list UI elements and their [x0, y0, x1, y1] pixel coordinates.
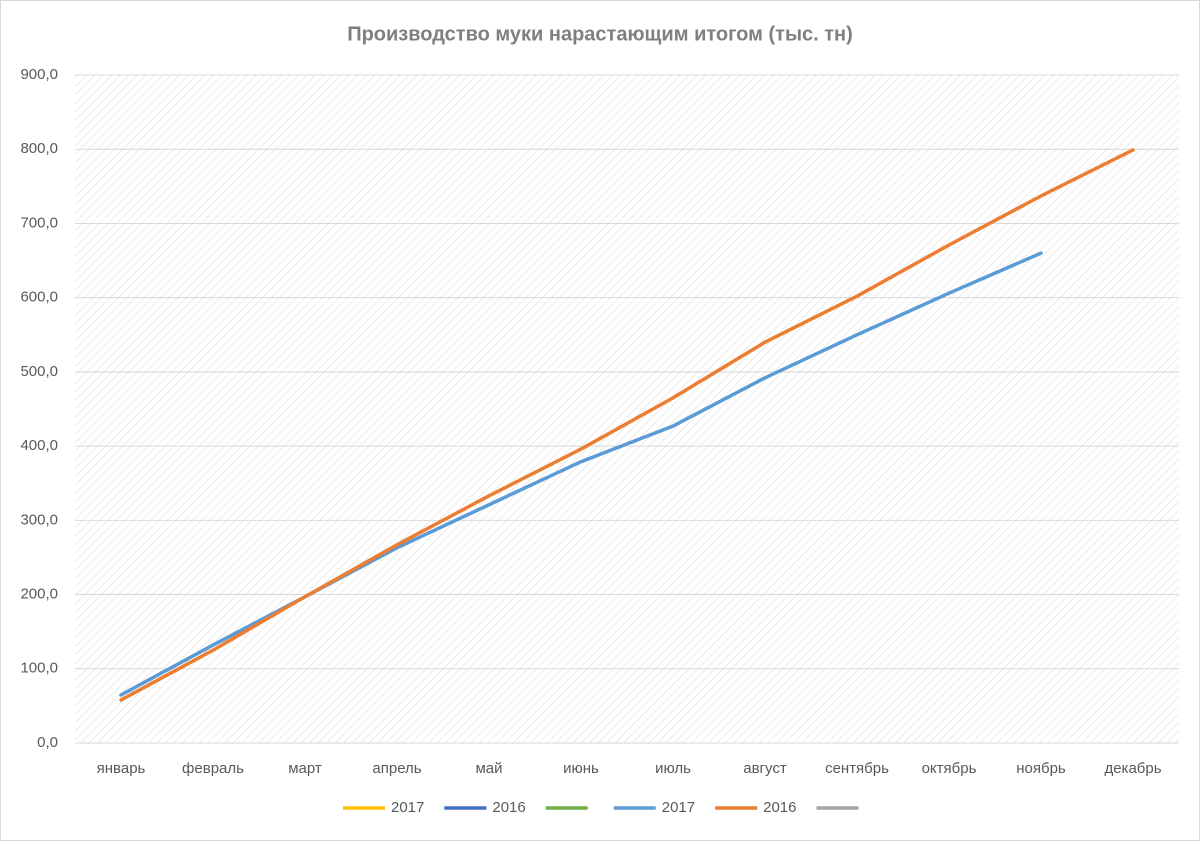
legend-label: 2016 — [763, 799, 796, 816]
y-tick-label: 0,0 — [37, 734, 58, 751]
x-tick-label: август — [743, 760, 787, 777]
chart-title: Производство муки нарастающим итогом (ты… — [347, 23, 853, 45]
series-line — [119, 148, 1135, 702]
y-tick-label: 700,0 — [20, 214, 58, 231]
x-tick-label: февраль — [182, 760, 244, 777]
x-tick-label: октябрь — [922, 760, 977, 777]
y-tick-label: 200,0 — [20, 586, 58, 603]
x-tick-label: июль — [655, 760, 691, 777]
x-tick-label: сентябрь — [825, 760, 889, 777]
y-tick-label: 600,0 — [20, 289, 58, 306]
x-tick-label: январь — [97, 760, 146, 777]
x-tick-label: июнь — [563, 760, 599, 777]
y-tick-label: 500,0 — [20, 363, 58, 380]
x-tick-label: апрель — [372, 760, 421, 777]
x-tick-label: март — [288, 760, 322, 777]
legend-label: 2017 — [391, 799, 424, 816]
x-tick-label: май — [475, 760, 502, 777]
y-tick-label: 900,0 — [20, 66, 58, 83]
y-tick-label: 400,0 — [20, 437, 58, 454]
x-tick-label: декабрь — [1104, 760, 1161, 777]
y-tick-label: 300,0 — [20, 511, 58, 528]
plot-area — [75, 75, 1179, 743]
legend-label: 2017 — [662, 799, 695, 816]
y-tick-label: 800,0 — [20, 140, 58, 157]
legend-label: 2016 — [492, 799, 525, 816]
x-tick-label: ноябрь — [1016, 760, 1066, 777]
y-tick-label: 100,0 — [20, 660, 58, 677]
